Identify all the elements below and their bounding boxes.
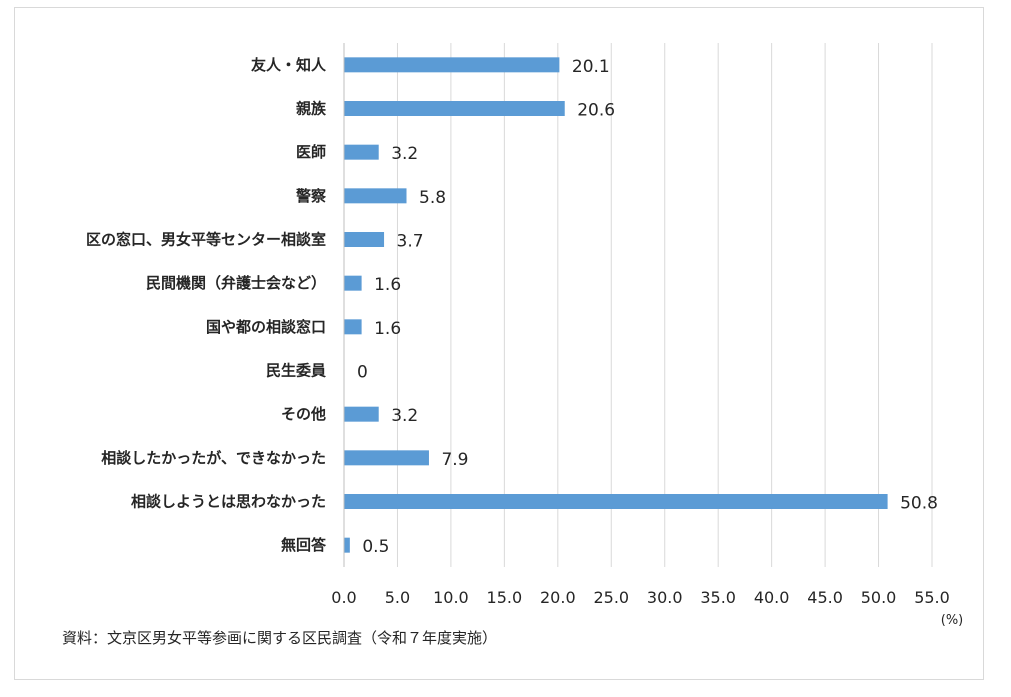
bar: [344, 188, 407, 204]
category-label: 民生委員: [266, 362, 326, 380]
data-label: 3.2: [391, 406, 418, 426]
category-label: 警察: [295, 187, 327, 205]
data-label: 3.2: [391, 144, 418, 164]
bar: [344, 406, 379, 422]
data-label: 0: [357, 363, 368, 383]
bar: [344, 450, 429, 466]
x-tick-label: 35.0: [700, 588, 736, 607]
data-label: 0.5: [362, 537, 389, 557]
category-label: その他: [281, 405, 326, 423]
category-label: 民間機関（弁護士会など）: [146, 274, 326, 292]
x-tick-label: 40.0: [754, 588, 790, 607]
data-label: 1.6: [374, 275, 401, 295]
gridlines: [343, 43, 933, 567]
x-tick-label: 20.0: [540, 588, 576, 607]
x-tick-label: 45.0: [807, 588, 843, 607]
data-label: 20.6: [577, 101, 615, 121]
data-label: 3.7: [397, 232, 424, 252]
bar: [344, 537, 350, 553]
bar: [344, 232, 385, 247]
category-label: 国や都の相談窓口: [206, 318, 326, 336]
data-label: 5.8: [419, 188, 446, 208]
data-label: 50.8: [900, 494, 938, 514]
x-tick-label: 50.0: [861, 588, 897, 607]
x-tick-label: 15.0: [487, 588, 523, 607]
bar: [344, 144, 379, 160]
chart-frame: [14, 7, 984, 680]
data-label: 7.9: [441, 450, 468, 470]
x-tick-label: 0.0: [331, 588, 356, 607]
data-label: 20.1: [572, 57, 610, 77]
category-label: 親族: [296, 100, 327, 118]
x-tick-label: 55.0: [914, 588, 950, 607]
bar: [344, 494, 888, 509]
bar: [344, 101, 565, 116]
x-tick-label: 10.0: [433, 588, 469, 607]
bars: [344, 57, 888, 553]
category-label: 区の窓口、男女平等センター相談室: [86, 231, 326, 249]
x-tick-label: 5.0: [385, 588, 410, 607]
data-labels: 20.1 20.6 3.2 5.8 3.7 1.6 1.6 0 3.2 7.9 50.8 0.5: [357, 57, 938, 557]
category-label: 相談しようとは思わなかった: [131, 493, 326, 511]
bar: [344, 319, 362, 335]
source-note: 資料：文京区男女平等参画に関する区民調査（令和７年度実施）: [62, 629, 497, 647]
data-label: 1.6: [374, 319, 401, 339]
x-tick-labels: 0.0 5.0 10.0 15.0 20.0 25.0 30.0 35.0 40.0 45.0 50…: [331, 588, 950, 607]
x-tick-label: 25.0: [593, 588, 629, 607]
unit-label: (%): [941, 613, 964, 628]
category-label: 医師: [296, 143, 326, 161]
category-label: 相談したかったが、できなかった: [101, 449, 326, 467]
x-tick-label: 30.0: [647, 588, 683, 607]
category-label: 友人・知人: [251, 56, 327, 74]
bar: [344, 57, 560, 73]
bar: [344, 275, 362, 291]
category-label: 無回答: [281, 536, 327, 554]
